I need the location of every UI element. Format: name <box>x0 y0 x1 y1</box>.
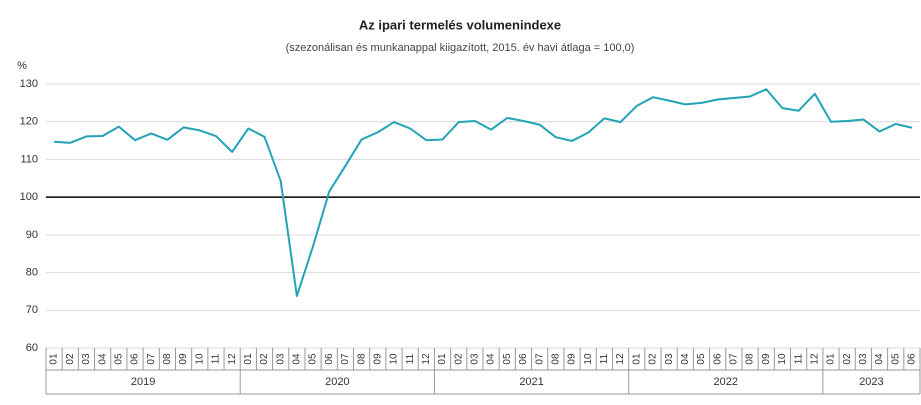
x-tick-label: 06 <box>712 353 723 365</box>
x-tick-label: 02 <box>65 353 76 365</box>
x-tick-label: 06 <box>130 353 141 365</box>
x-tick-label: 04 <box>97 353 108 365</box>
x-tick-label: 07 <box>729 353 740 365</box>
year-label: 2020 <box>325 376 349 388</box>
y-tick-label: 60 <box>26 342 38 354</box>
x-tick-label: 01 <box>631 353 642 365</box>
x-tick-label: 09 <box>372 353 383 365</box>
y-tick-label: 100 <box>20 191 38 203</box>
x-tick-label: 10 <box>389 353 400 365</box>
x-tick-label: 04 <box>680 353 691 365</box>
x-tick-label: 02 <box>259 353 270 365</box>
x-tick-label: 05 <box>696 353 707 365</box>
chart-title: Az ipari termelés volumenindexe <box>359 17 561 32</box>
x-tick-label: 08 <box>356 353 367 365</box>
x-tick-label: 05 <box>890 353 901 365</box>
x-tick-label: 04 <box>292 353 303 365</box>
x-tick-label: 11 <box>211 353 222 364</box>
year-label: 2023 <box>859 376 883 388</box>
y-axis-label: % <box>17 60 27 72</box>
y-tick-label: 70 <box>26 304 38 316</box>
x-tick-label: 01 <box>437 353 448 365</box>
x-tick-label: 03 <box>275 353 286 365</box>
x-tick-label: 11 <box>405 353 416 364</box>
x-tick-label: 12 <box>615 353 626 365</box>
y-tick-label: 90 <box>26 229 38 241</box>
x-tick-label: 01 <box>243 353 254 365</box>
x-tick-label: 09 <box>567 353 578 365</box>
x-tick-label: 01 <box>49 353 60 365</box>
x-tick-label: 08 <box>745 353 756 365</box>
x-tick-label: 01 <box>826 353 837 365</box>
x-tick-label: 02 <box>648 353 659 365</box>
x-tick-label: 12 <box>809 353 820 365</box>
x-tick-label: 03 <box>858 353 869 365</box>
x-tick-label: 11 <box>599 353 610 364</box>
x-tick-label: 03 <box>81 353 92 365</box>
x-tick-label: 05 <box>113 353 124 365</box>
x-tick-label: 09 <box>178 353 189 365</box>
x-tick-label: 07 <box>534 353 545 365</box>
x-tick-label: 06 <box>324 353 335 365</box>
data-line <box>54 88 913 297</box>
x-tick-label: 12 <box>421 353 432 365</box>
x-tick-label: 09 <box>761 353 772 365</box>
x-tick-label: 02 <box>842 353 853 365</box>
x-tick-label: 04 <box>874 353 885 365</box>
x-tick-label: 03 <box>664 353 675 365</box>
y-tick-label: 120 <box>20 116 38 128</box>
x-tick-label: 10 <box>194 353 205 365</box>
chart-subtitle: (szezonálisan és munkanappal kiigazított… <box>286 42 635 54</box>
x-tick-label: 07 <box>340 353 351 365</box>
y-tick-label: 110 <box>20 153 38 165</box>
x-tick-label: 06 <box>907 353 918 365</box>
x-tick-label: 11 <box>793 353 804 364</box>
x-tick-label: 08 <box>162 353 173 365</box>
y-tick-label: 130 <box>20 78 38 90</box>
x-tick-label: 08 <box>550 353 561 365</box>
x-tick-label: 10 <box>777 353 788 365</box>
x-tick-label: 12 <box>227 353 238 365</box>
x-tick-label: 02 <box>453 353 464 365</box>
year-label: 2022 <box>714 376 738 388</box>
x-tick-label: 06 <box>518 353 529 365</box>
x-tick-label: 05 <box>308 353 319 365</box>
x-tick-label: 05 <box>502 353 513 365</box>
x-tick-label: 10 <box>583 353 594 365</box>
x-tick-label: 07 <box>146 353 157 365</box>
year-label: 2021 <box>519 376 543 388</box>
x-tick-label: 04 <box>486 353 497 365</box>
x-tick-label: 03 <box>470 353 481 365</box>
y-tick-label: 80 <box>26 266 38 278</box>
year-label: 2019 <box>131 376 155 388</box>
